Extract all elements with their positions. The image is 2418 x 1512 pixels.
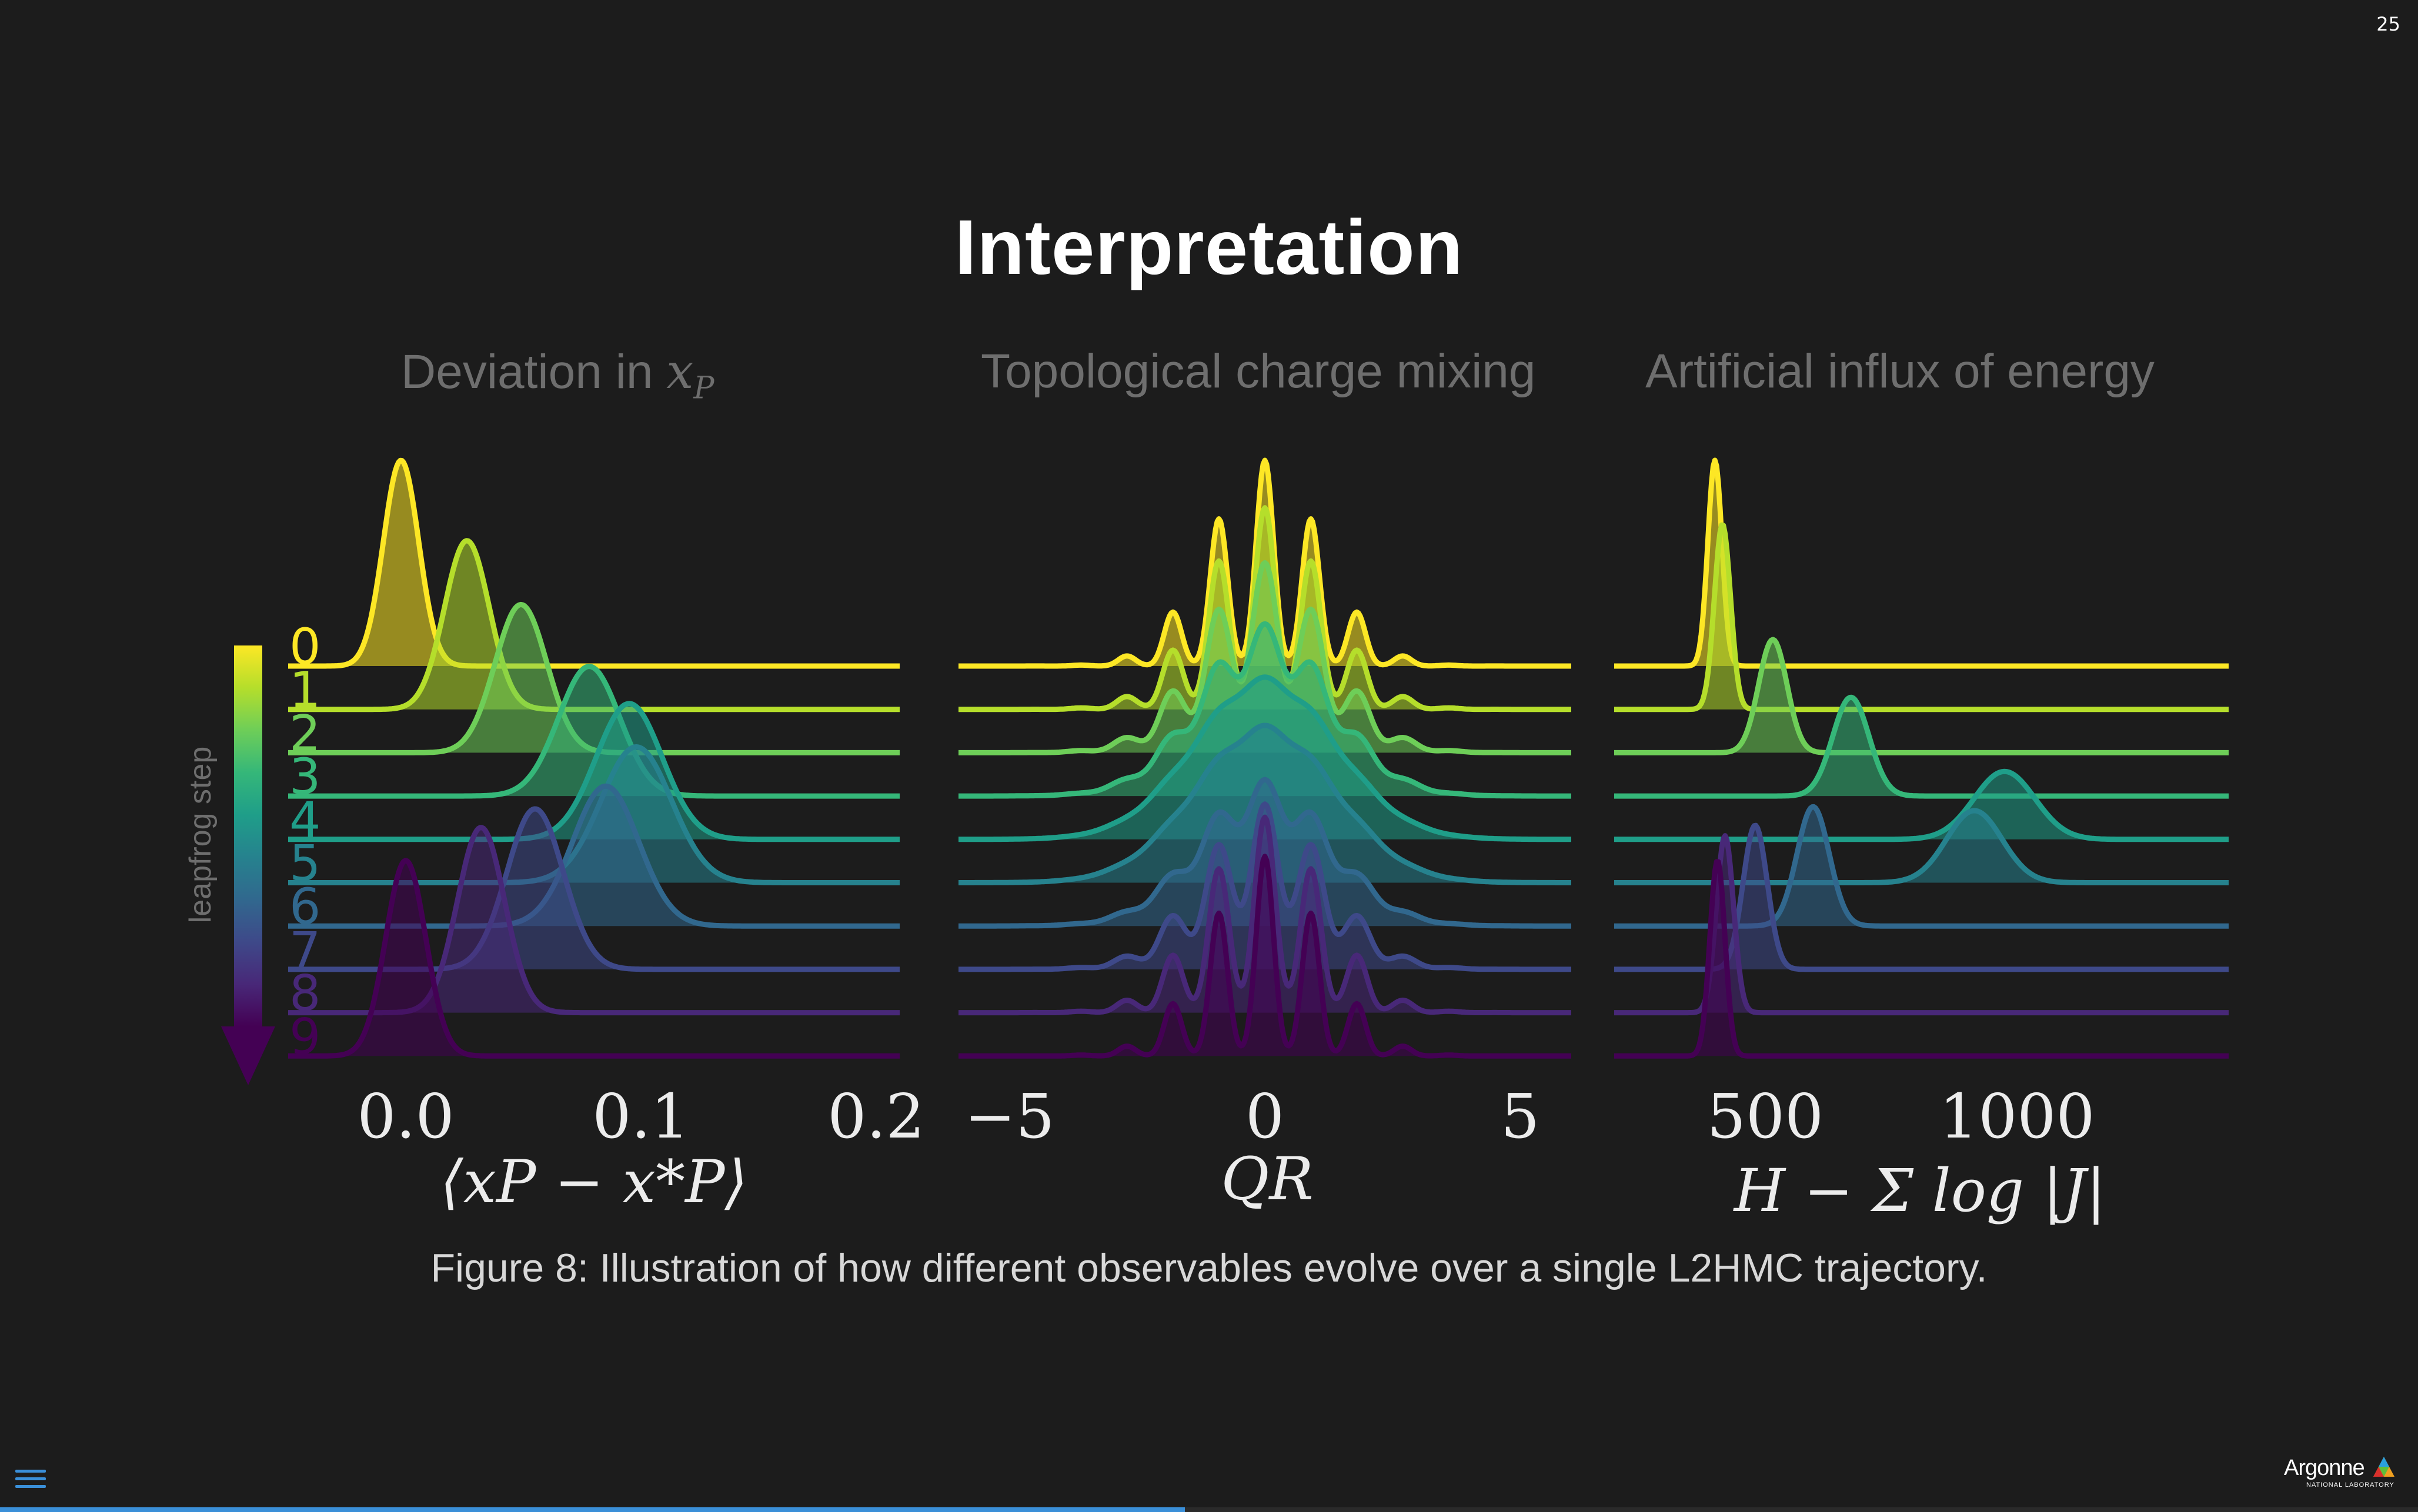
ridge-line	[957, 621, 1572, 799]
ridge-fill	[288, 540, 900, 710]
ridge-line	[1613, 768, 2230, 842]
ridgeline-panel	[287, 457, 901, 1059]
progress-bar	[0, 1507, 2418, 1512]
ridge-fill	[288, 460, 900, 666]
panel-title-deviation-text: Deviation in	[401, 345, 667, 399]
ridge-fill	[288, 703, 900, 839]
ridge-line	[957, 560, 1572, 755]
ridge-fill	[1614, 639, 2229, 753]
slide-title: Interpretation	[954, 204, 1464, 290]
ridge-fill	[1614, 825, 2229, 969]
ridge-fill	[288, 786, 900, 926]
argonne-triangle-icon	[2373, 1457, 2394, 1477]
ridge-line	[287, 858, 901, 1059]
x-axis-label: ⟨xP − x*P⟩	[440, 1148, 748, 1216]
panel-title-energy: Artificial influx of energy	[1645, 344, 2155, 398]
ridge-line	[957, 457, 1572, 669]
logo-text: Argonne	[2284, 1456, 2365, 1480]
ridge-line	[287, 664, 901, 799]
ridge-line	[1613, 808, 2230, 885]
ridge-line	[957, 722, 1572, 885]
panel-title-deviation-math: xP	[666, 344, 714, 406]
ridge-fill	[288, 666, 900, 797]
ridge-line	[1613, 859, 2230, 1059]
argonne-logo: Argonne NATIONAL LABORATORY	[2284, 1453, 2396, 1494]
slide-number: 25	[2376, 13, 2400, 35]
ridge-line	[1613, 457, 2230, 669]
ridge-line	[957, 505, 1572, 712]
ridge-line	[1613, 822, 2230, 972]
panel-title-topological: Topological charge mixing	[981, 344, 1536, 398]
x-tick-label: 0.2	[827, 1081, 924, 1152]
menu-icon[interactable]	[15, 1465, 46, 1492]
x-axis-label: QR	[1221, 1145, 1313, 1213]
x-tick-label: 0.1	[592, 1081, 689, 1152]
ridge-fill	[958, 856, 1571, 1056]
ridge-line	[957, 814, 1572, 1016]
colorbar	[234, 645, 262, 1026]
x-axis-label: H − Σ log |J|	[1733, 1156, 2106, 1225]
ridgeline-panel	[1613, 457, 2230, 1059]
ridge-line	[957, 777, 1572, 929]
ridge-fill	[288, 860, 900, 1056]
x-tick-label: 500	[1707, 1081, 1824, 1152]
logo-subtitle: NATIONAL LABORATORY	[2306, 1481, 2394, 1488]
panel-title-deviation: Deviation in xP	[401, 344, 714, 406]
ridge-line	[1613, 637, 2230, 755]
x-tick-label: 0	[1245, 1081, 1284, 1152]
colorbar-arrow-icon	[221, 1026, 275, 1085]
ridge-fill	[1614, 697, 2229, 797]
x-tick-label: 1000	[1939, 1081, 2095, 1152]
x-tick-label: 5	[1501, 1081, 1539, 1152]
ridge-fill	[1614, 771, 2229, 839]
ridge-line	[287, 701, 901, 842]
colorbar-label: leapfrog step	[183, 747, 218, 924]
ridge-line	[957, 801, 1572, 972]
ridge-line	[1613, 804, 2230, 929]
ridge-fill	[1614, 807, 2229, 926]
progress-fill	[0, 1507, 1185, 1512]
ridge-line	[1613, 522, 2230, 712]
ridge-line	[957, 854, 1572, 1059]
figure-caption: Figure 8: Illustration of how different …	[430, 1246, 1988, 1290]
x-tick-label: 0.0	[357, 1081, 454, 1152]
ridge-line	[1613, 694, 2230, 799]
x-tick-label: −5	[964, 1081, 1054, 1152]
ridge-line	[957, 674, 1572, 842]
ridgeline-panel	[957, 457, 1572, 1059]
